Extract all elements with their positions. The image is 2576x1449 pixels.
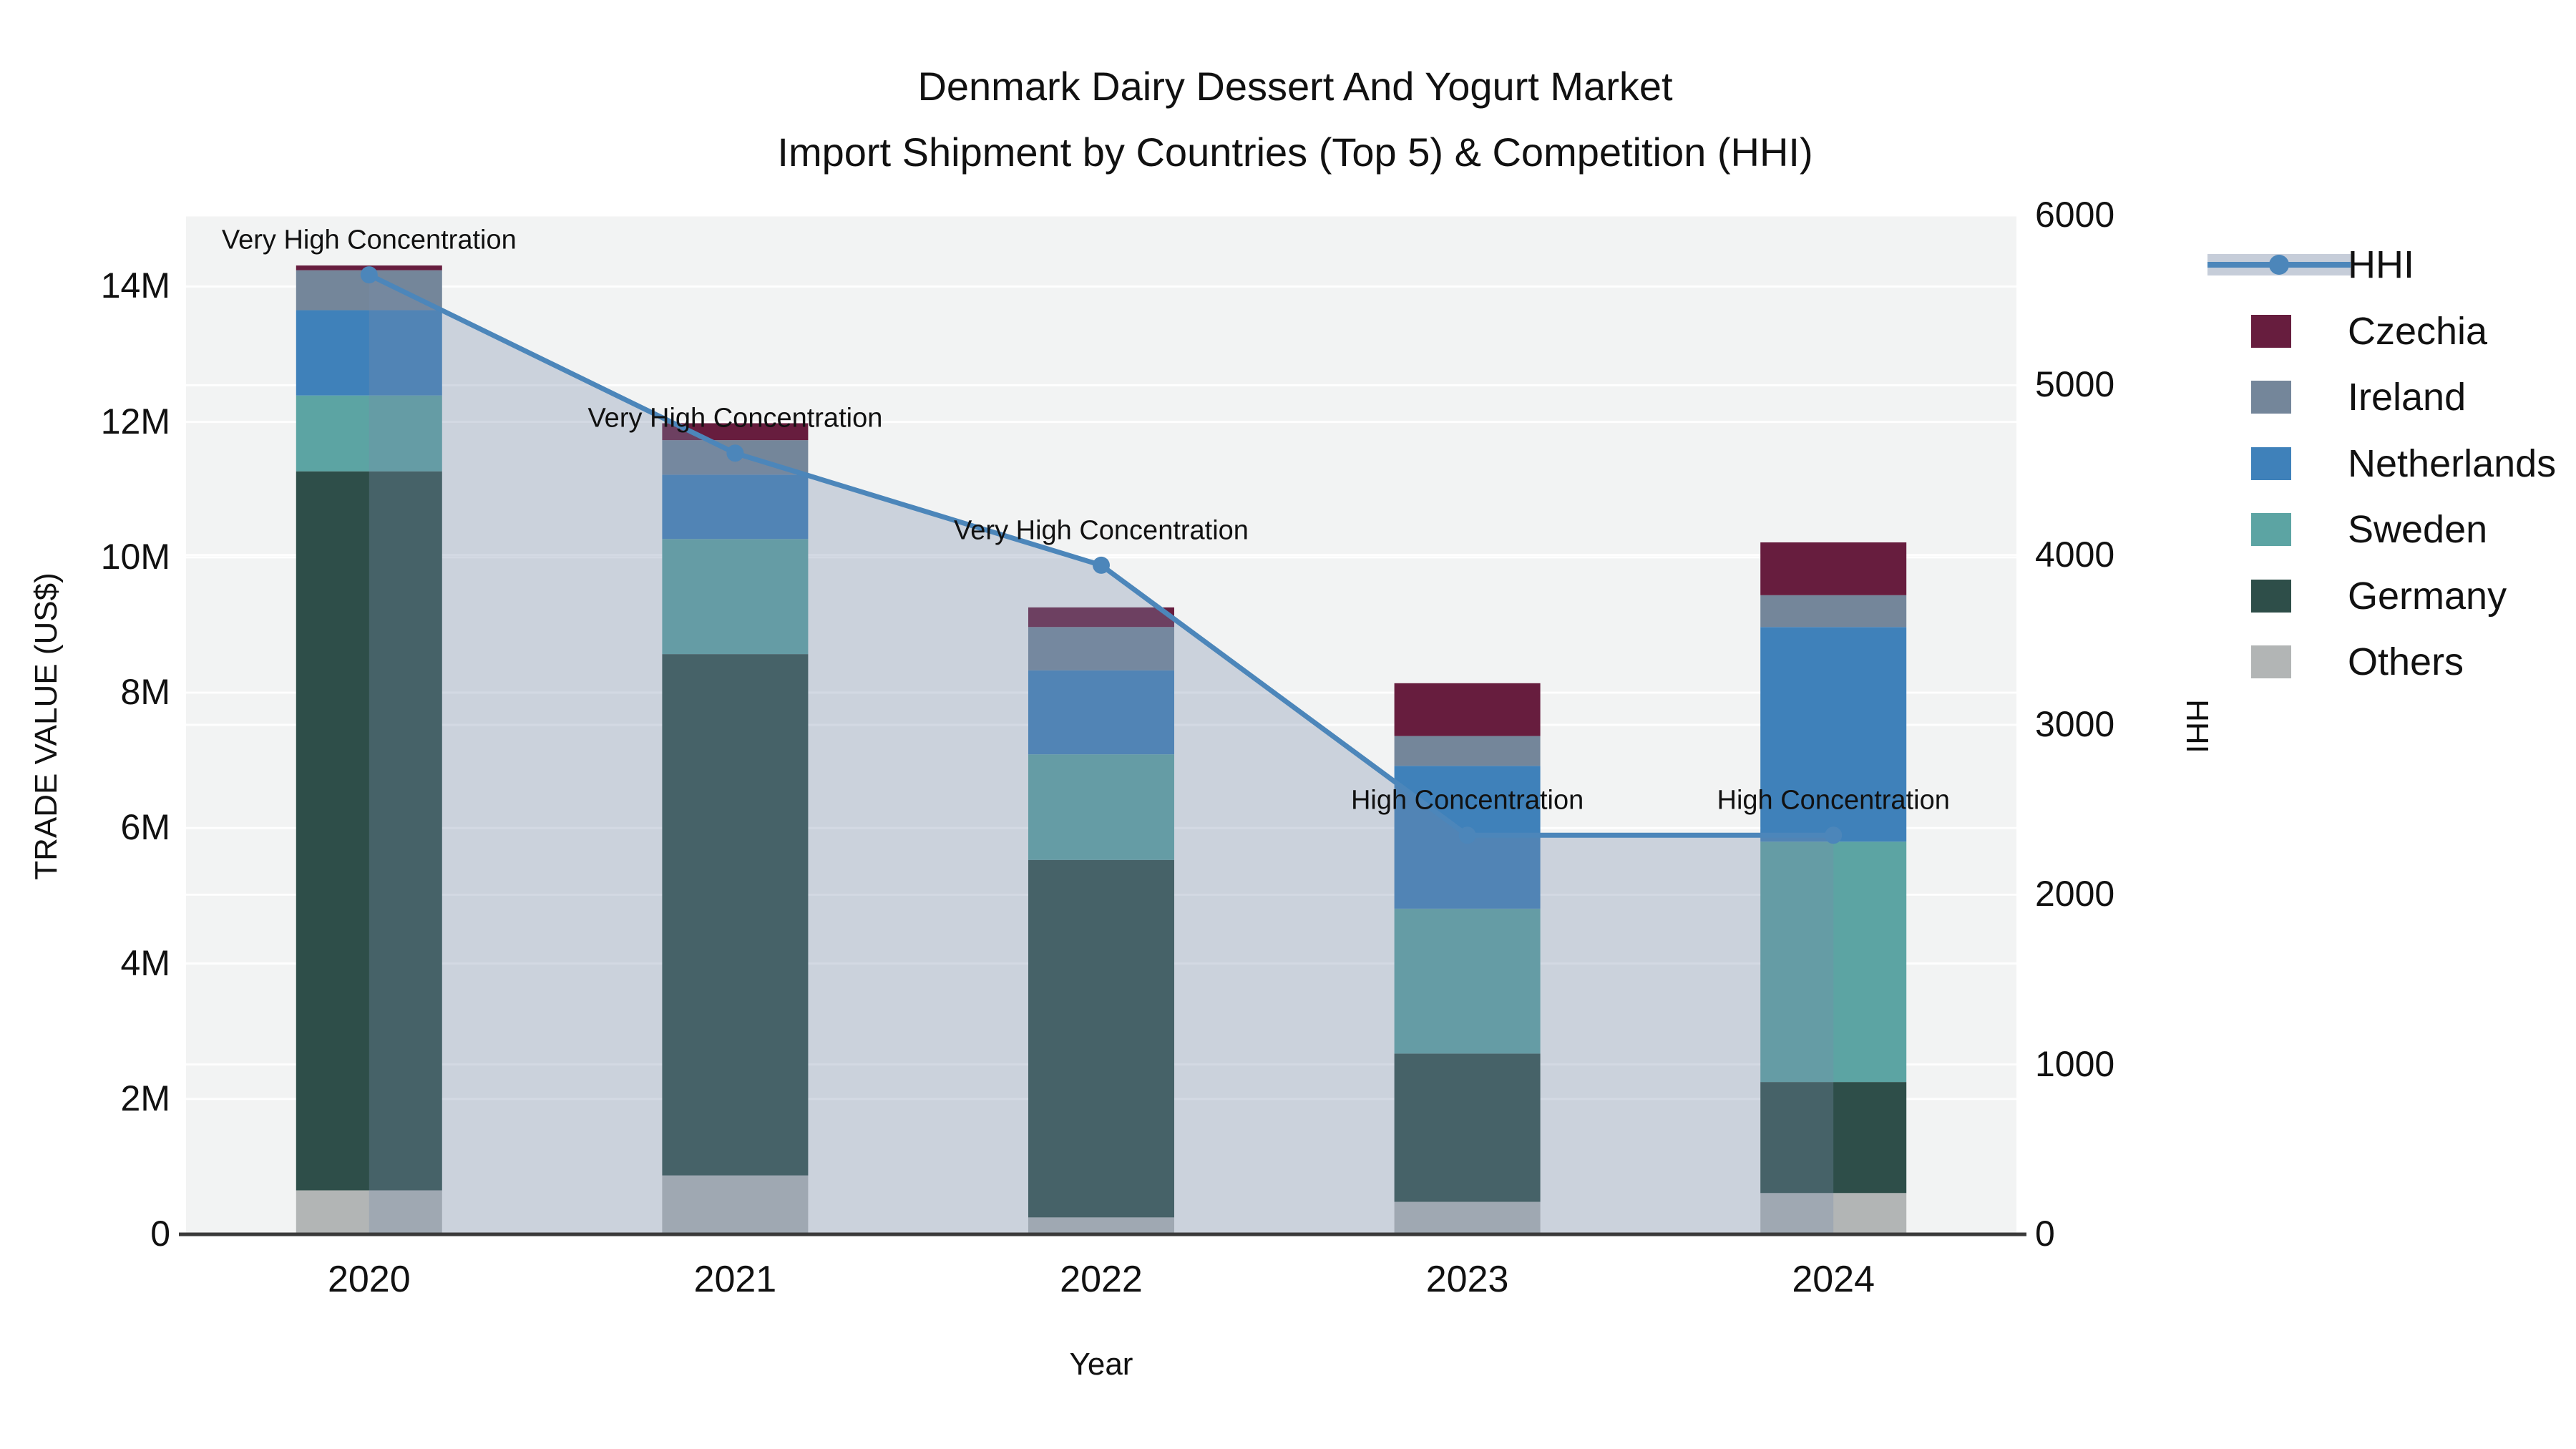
y-right-tick-label: 2000 [2035,874,2115,914]
concentration-annotation: High Concentration [1350,785,1584,816]
bar-segment-others [296,1190,442,1234]
hhi-marker [1825,826,1843,844]
legend-swatch-others [2251,645,2291,678]
legend-label: Ireland [2348,376,2467,419]
legend-label: HHI [2348,243,2414,286]
hhi-marker [1458,826,1476,844]
y-left-tick-label: 4M [120,942,170,983]
y-left-tick-label: 10M [100,536,170,577]
chart-title: Denmark Dairy Dessert And Yogurt Market … [429,54,2161,185]
legend-item-sweden: Sweden [2207,501,2565,558]
concentration-annotation: Very High Concentration [587,403,883,434]
bar-segment-sweden [1028,754,1174,860]
concentration-annotation: Very High Concentration [221,225,517,255]
bar-segment-ireland [1028,627,1174,670]
x-tick-label: 2021 [693,1259,777,1300]
legend-swatch-germany [2251,579,2291,613]
x-tick-label: 2022 [1060,1259,1143,1300]
legend-swatch-czechia [2251,314,2291,348]
bar-segment-germany [1760,1082,1907,1194]
legend-label: Netherlands [2348,441,2557,485]
hhi-area-fill [369,275,1834,1235]
concentration-annotation: High Concentration [1717,785,1950,816]
bar-segment-germany [1394,1053,1541,1202]
legend-item-hhi: HHI [2207,236,2565,293]
legend-label: Others [2348,640,2464,683]
bar-segment-netherlands [1760,627,1907,842]
y-right-tick-label: 5000 [2035,364,2115,405]
legend-item-others: Others [2207,633,2565,691]
legend-swatch-netherlands [2251,447,2291,480]
legend-label: Germany [2348,574,2507,618]
bar-segment-sweden [1394,908,1541,1054]
bar-segment-ireland [1394,736,1541,766]
y-left-tick-label: 0 [150,1214,170,1254]
x-tick-label: 2024 [1792,1259,1875,1300]
bar-segment-sweden [662,539,809,655]
y-right-tick-label: 1000 [2035,1043,2115,1084]
hhi-marker [726,444,744,462]
bar-segment-germany [1028,859,1174,1218]
hhi-legend-marker [2269,255,2289,275]
y-left-tick-label: 12M [100,401,170,441]
legend-label: Sweden [2348,508,2488,551]
y-left-tick-label: 6M [120,807,170,848]
chart-title-line1: Denmark Dairy Dessert And Yogurt Market [917,64,1673,109]
bar-segment-netherlands [1028,670,1174,755]
bar-segment-netherlands [296,310,442,396]
chart-title-line2: Import Shipment by Countries (Top 5) & C… [777,130,1813,175]
bar-segment-sweden [1760,841,1907,1083]
bar-segment-sweden [296,395,442,472]
y-right-tick-label: 6000 [2035,195,2115,235]
y-right-tick-label: 0 [2035,1214,2055,1254]
bar-segment-netherlands [662,474,809,540]
bar-segment-czechia [1028,607,1174,628]
legend-swatch-ireland [2251,381,2291,414]
bar-segment-germany [296,471,442,1191]
y-right-tick-label: 3000 [2035,704,2115,744]
x-axis-title: Year [1069,1347,1133,1382]
legend-swatch-sweden [2251,513,2291,546]
x-tick-label: 2023 [1425,1259,1509,1300]
legend-label: Czechia [2348,309,2488,353]
y-left-tick-label: 2M [120,1078,170,1118]
bar-segment-germany [662,654,809,1176]
bar-segment-others [662,1175,809,1234]
bar-segment-czechia [1760,542,1907,595]
bar-segment-czechia [1394,683,1541,736]
legend-item-netherlands: Netherlands [2207,435,2565,492]
hhi-marker [360,266,378,284]
bar-segment-others [1028,1217,1174,1234]
legend-item-ireland: Ireland [2207,369,2565,426]
hhi-marker [1093,556,1110,574]
legend-item-germany: Germany [2207,567,2565,625]
bar-segment-others [1760,1193,1907,1234]
y-left-tick-label: 8M [120,672,170,713]
x-tick-label: 2020 [327,1259,411,1300]
y-axis-left-title: TRADE VALUE (US$) [29,572,64,880]
legend-item-czechia: Czechia [2207,303,2565,360]
y-left-tick-label: 14M [100,265,170,306]
concentration-annotation: Very High Concentration [954,515,1249,546]
y-right-tick-label: 4000 [2035,534,2115,575]
bar-segment-others [1394,1201,1541,1234]
bar-segment-ireland [1760,595,1907,628]
